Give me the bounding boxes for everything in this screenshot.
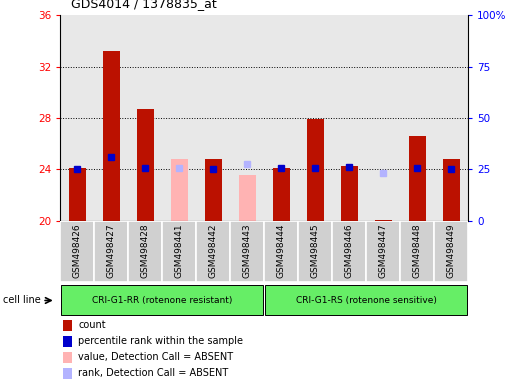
Bar — [94, 221, 128, 282]
Text: GSM498426: GSM498426 — [73, 224, 82, 278]
Bar — [196, 221, 230, 282]
Text: rank, Detection Call = ABSENT: rank, Detection Call = ABSENT — [78, 368, 229, 378]
Bar — [63, 336, 72, 347]
Bar — [103, 51, 120, 221]
Bar — [170, 159, 188, 221]
Bar — [442, 159, 460, 221]
Bar — [128, 221, 162, 282]
Bar — [60, 221, 94, 282]
Text: GSM498443: GSM498443 — [243, 224, 252, 278]
Bar — [63, 320, 72, 331]
Text: GSM498442: GSM498442 — [209, 224, 218, 278]
Text: GSM498428: GSM498428 — [141, 224, 150, 278]
Bar — [340, 166, 358, 221]
Text: CRI-G1-RR (rotenone resistant): CRI-G1-RR (rotenone resistant) — [92, 296, 232, 305]
Bar — [298, 221, 332, 282]
Bar — [408, 136, 426, 221]
Bar — [230, 221, 264, 282]
Text: GSM498445: GSM498445 — [311, 224, 320, 278]
Bar — [264, 221, 298, 282]
Text: GSM498448: GSM498448 — [413, 224, 422, 278]
Text: GDS4014 / 1378835_at: GDS4014 / 1378835_at — [71, 0, 217, 10]
Bar — [306, 119, 324, 221]
Text: GSM498446: GSM498446 — [345, 224, 354, 278]
Bar — [374, 220, 392, 221]
Text: cell line: cell line — [3, 295, 40, 306]
Text: CRI-G1-RS (rotenone sensitive): CRI-G1-RS (rotenone sensitive) — [295, 296, 437, 305]
Text: count: count — [78, 321, 106, 331]
FancyBboxPatch shape — [265, 285, 467, 316]
Text: GSM498449: GSM498449 — [447, 224, 456, 278]
Text: GSM498427: GSM498427 — [107, 224, 116, 278]
Bar — [332, 221, 366, 282]
Bar — [162, 221, 196, 282]
FancyBboxPatch shape — [61, 285, 263, 316]
Bar — [366, 221, 400, 282]
Bar — [272, 168, 290, 221]
Text: percentile rank within the sample: percentile rank within the sample — [78, 336, 243, 346]
Bar — [434, 221, 468, 282]
Text: value, Detection Call = ABSENT: value, Detection Call = ABSENT — [78, 353, 233, 362]
Bar — [204, 159, 222, 221]
Bar — [69, 168, 86, 221]
Bar — [238, 175, 256, 221]
Bar — [400, 221, 434, 282]
Bar — [137, 109, 154, 221]
Bar — [63, 368, 72, 379]
Text: GSM498441: GSM498441 — [175, 224, 184, 278]
Bar — [63, 352, 72, 363]
Text: GSM498444: GSM498444 — [277, 224, 286, 278]
Text: GSM498447: GSM498447 — [379, 224, 388, 278]
